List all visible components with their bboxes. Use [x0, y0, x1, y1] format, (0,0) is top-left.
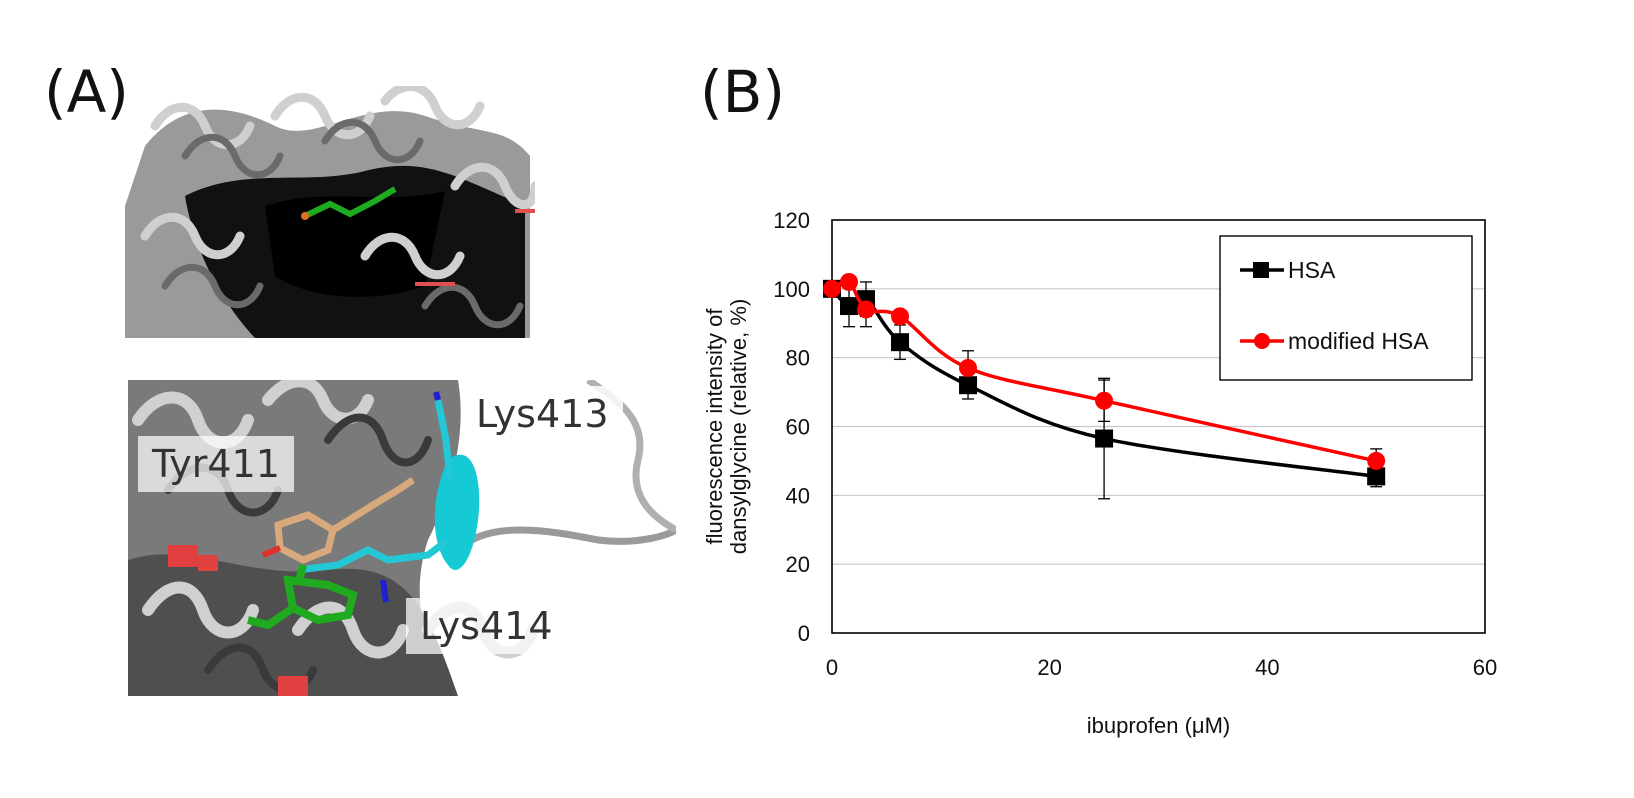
y-axis-label-line2: dansylglycine (relative, %) — [726, 299, 751, 555]
legend-entry: HSA — [1240, 257, 1336, 283]
data-point — [1095, 391, 1114, 410]
residue-label-tyr411: Tyr411 — [138, 436, 294, 492]
y-tick-label: 100 — [773, 277, 810, 302]
data-point — [1367, 467, 1386, 486]
y-tick-label: 40 — [786, 483, 810, 508]
panel-a-label: (A) — [44, 58, 129, 126]
x-tick-label: 0 — [826, 655, 838, 680]
data-point — [1095, 429, 1114, 448]
protein-overview-image — [125, 86, 535, 338]
data-point — [857, 300, 876, 319]
ibuprofen-fluorescence-chart: 0 20 40 60 80 100 120 0 20 40 60 fluorescence int… — [702, 208, 1497, 738]
data-point — [891, 307, 910, 326]
data-point — [840, 297, 859, 316]
x-tick-label: 60 — [1473, 655, 1497, 680]
legend-marker — [1253, 262, 1269, 278]
legend-label: modified HSA — [1288, 328, 1429, 354]
y-tick-label: 60 — [786, 415, 810, 440]
x-tick-label: 20 — [1037, 655, 1061, 680]
data-point — [959, 358, 978, 377]
legend-marker — [1254, 333, 1270, 349]
legend-label: HSA — [1288, 257, 1336, 283]
legend: HSA modified HSA — [1219, 235, 1473, 381]
legend-entry: modified HSA — [1240, 328, 1429, 354]
legend-box — [1219, 235, 1473, 381]
data-point — [823, 279, 841, 298]
x-axis-label: ibuprofen (μM) — [1087, 713, 1231, 738]
x-tick-label: 40 — [1255, 655, 1279, 680]
residue-label-lys413: Lys413 — [462, 386, 623, 442]
y-tick-label: 120 — [773, 208, 810, 233]
data-point — [840, 272, 859, 291]
y-axis-label-line1: fluorescence intensity of — [702, 308, 727, 545]
y-tick-label: 20 — [786, 552, 810, 577]
y-tick-label: 80 — [786, 346, 810, 371]
plot-area — [831, 219, 1486, 634]
panel-b-label: (B) — [700, 58, 786, 126]
series-modified-hsa — [823, 272, 1386, 474]
residue-label-lys414: Lys414 — [406, 598, 567, 654]
binding-site-closeup-image: Tyr411 Lys413 Lys414 — [128, 380, 676, 696]
data-point — [891, 333, 910, 352]
data-point — [1367, 451, 1386, 470]
y-tick-label: 0 — [798, 621, 810, 646]
